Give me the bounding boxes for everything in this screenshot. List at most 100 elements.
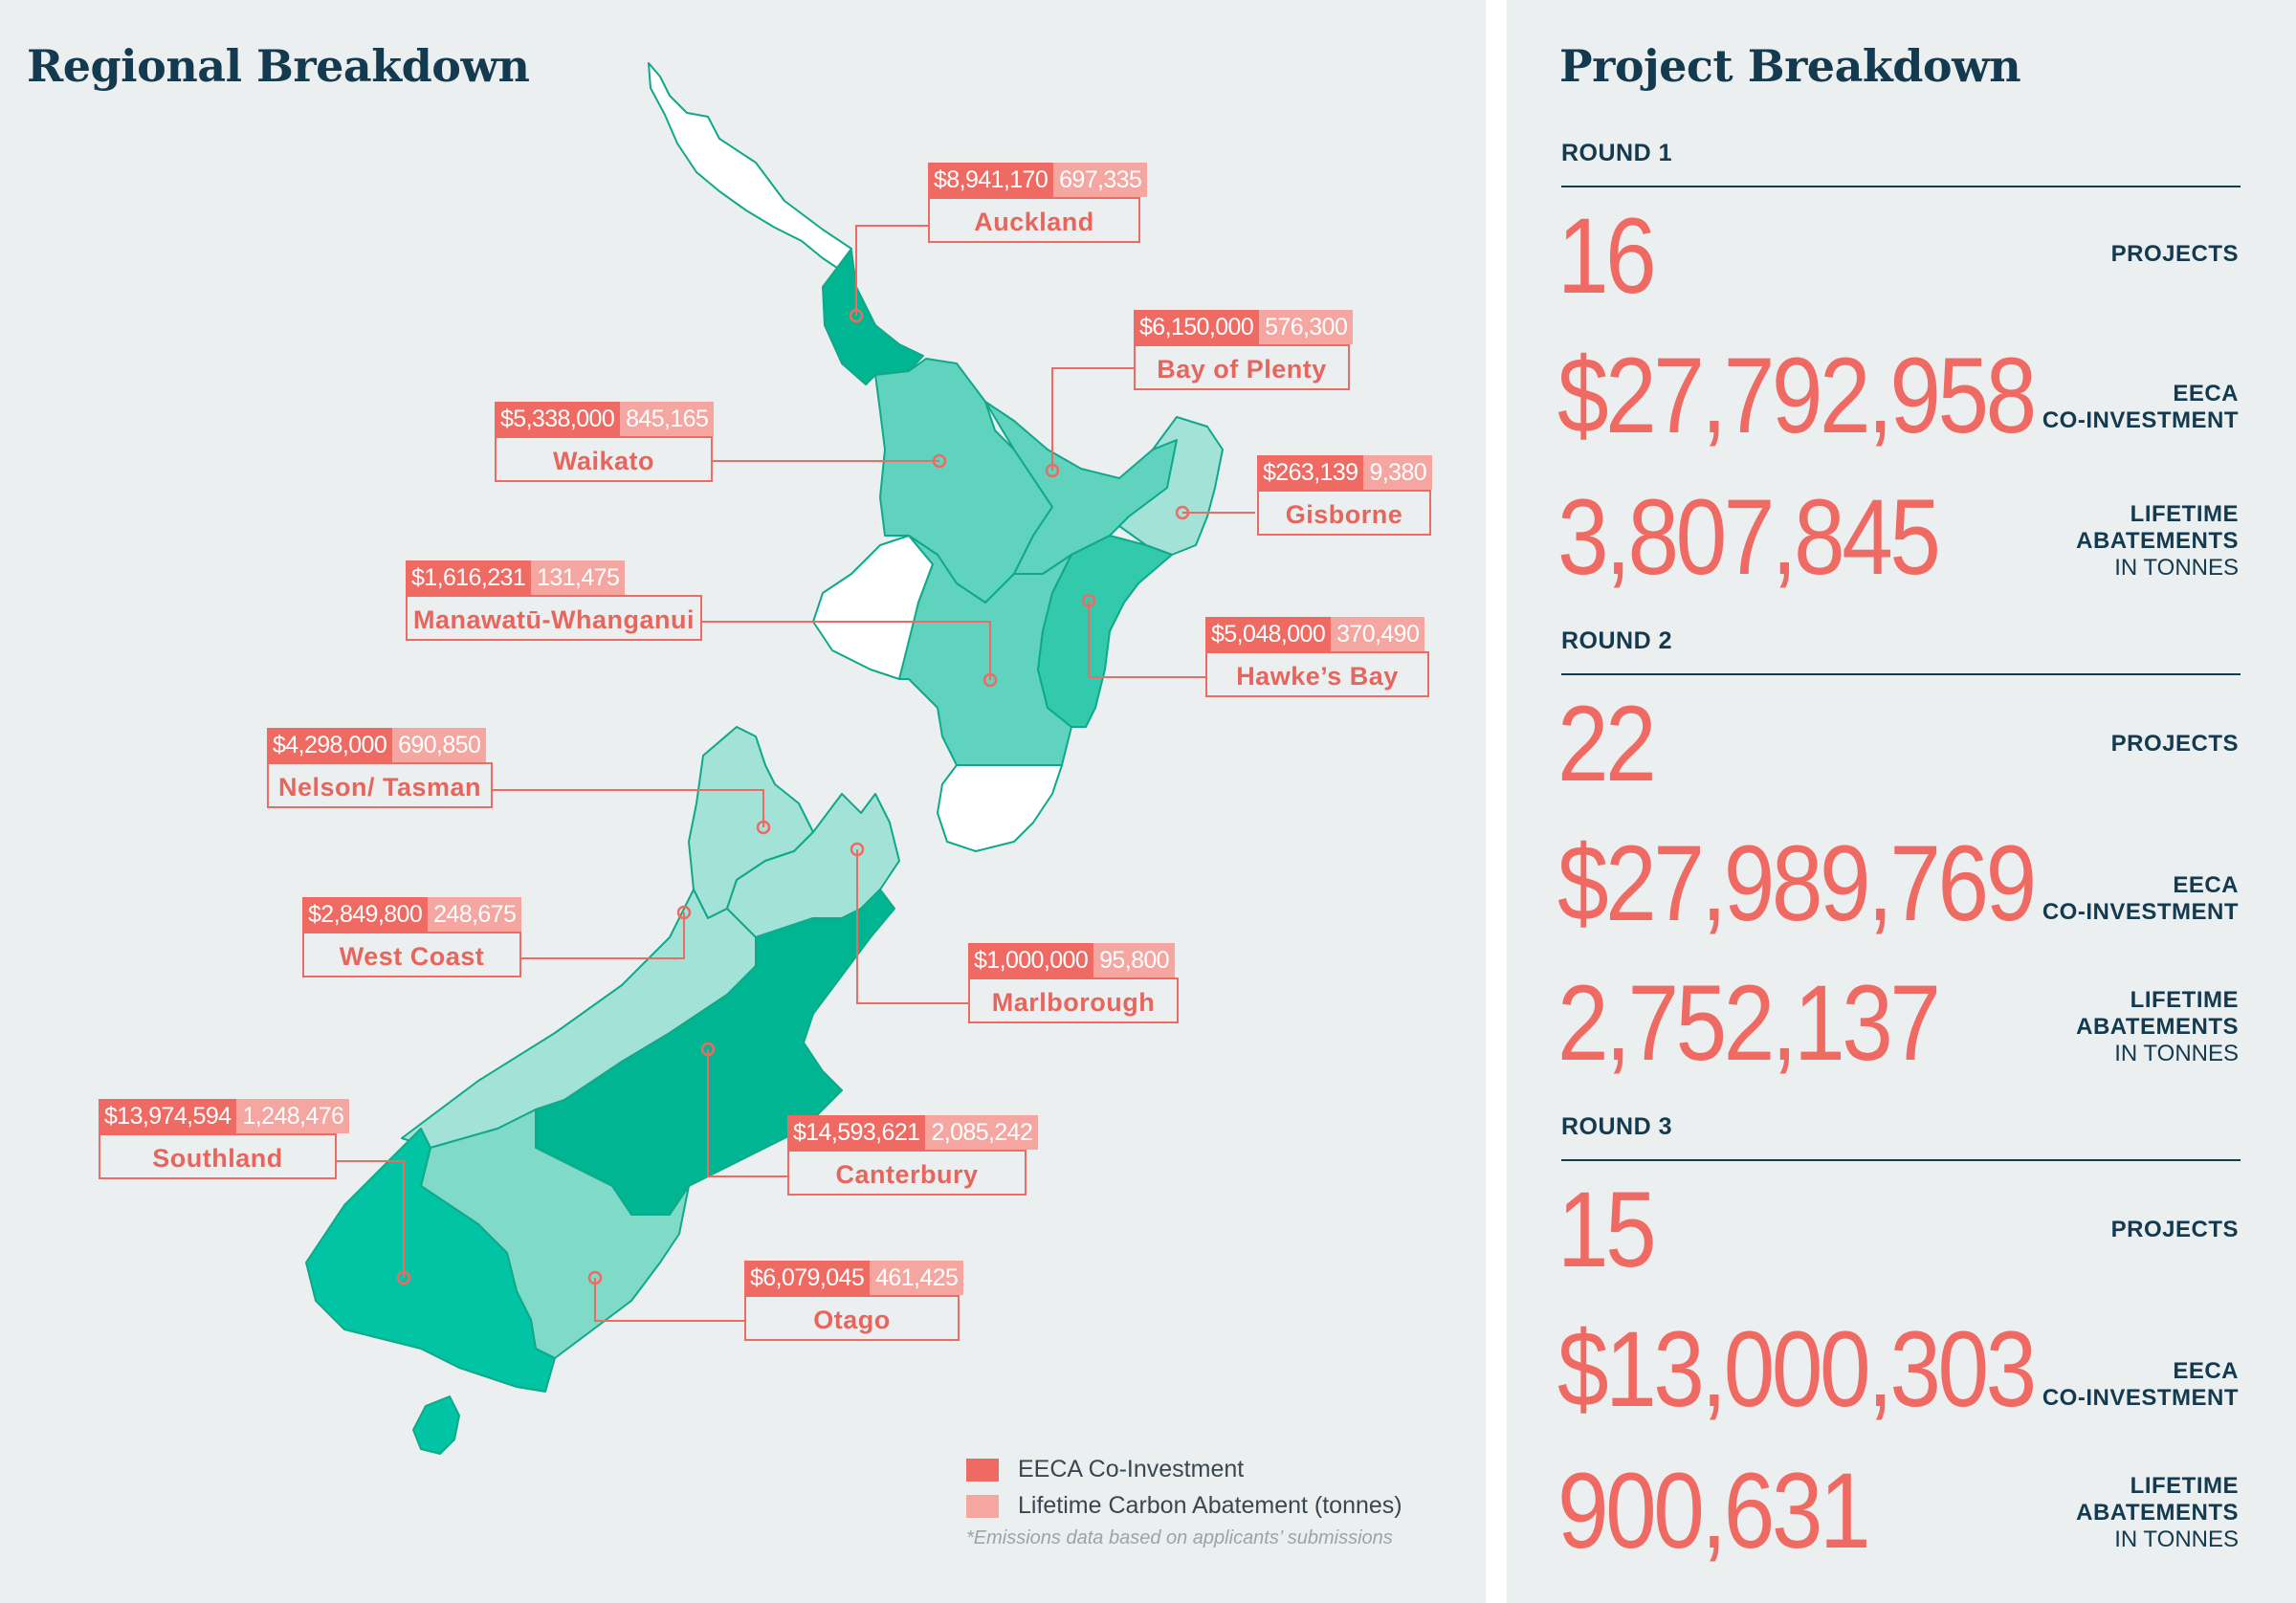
region-name: Otago (744, 1295, 960, 1341)
round-title: ROUND 1 (1561, 140, 1673, 166)
region-name: Southland (99, 1133, 337, 1179)
dot-gisborne (1175, 505, 1190, 520)
label-line: IN TONNES (2114, 1526, 2239, 1552)
dot-auckland (849, 308, 864, 323)
region-hawkes-bay[interactable] (1037, 535, 1173, 728)
label-line: EECA (2173, 1358, 2239, 1384)
legend-label: Lifetime Carbon Abatement (tonnes) (1018, 1492, 1402, 1519)
abatement-value: 370,490 (1331, 617, 1425, 651)
label-line: IN TONNES (2114, 555, 2239, 581)
investment-label: EECA CO-INVESTMENT (2042, 381, 2239, 434)
label-canterbury[interactable]: $14,593,621 2,085,242 Canterbury (787, 1115, 1039, 1196)
dot-hawkes-bay (1081, 593, 1096, 608)
region-name: Bay of Plenty (1134, 344, 1350, 390)
abatement-value: 131,475 (531, 560, 626, 595)
leader-manawatu (702, 621, 991, 680)
investment-value: $2,849,800 (302, 897, 429, 932)
label-otago[interactable]: $6,079,045 461,425 Otago (744, 1261, 964, 1341)
stewart-island (412, 1395, 460, 1455)
label-auckland[interactable]: $8,941,170 697,335 Auckland (928, 163, 1148, 243)
abatements-label: LIFETIME ABATEMENTS IN TONNES (2076, 987, 2239, 1067)
region-name: West Coast (302, 932, 521, 977)
abatements-label: LIFETIME ABATEMENTS IN TONNES (2076, 501, 2239, 582)
leader-marlborough (856, 849, 968, 1004)
investment-value: $1,616,231 (406, 560, 532, 595)
abatements-label: LIFETIME ABATEMENTS IN TONNES (2076, 1473, 2239, 1553)
dot-nelson (756, 820, 771, 835)
region-name: Canterbury (787, 1150, 1027, 1196)
leader-southland (337, 1160, 405, 1278)
label-line: CO-INVESTMENT (2042, 407, 2239, 433)
leader-west-coast (521, 912, 685, 959)
round-divider (1561, 186, 2241, 187)
emissions-note: *Emissions data based on applicants’ sub… (966, 1527, 1393, 1548)
region-name: Nelson/ Tasman (267, 762, 493, 808)
abatements-amount: 2,752,137 (1557, 963, 1941, 1083)
projects-label: PROJECTS (2111, 241, 2239, 268)
legend-investment: EECA Co-Investment (966, 1456, 1244, 1483)
dot-marlborough (850, 842, 865, 857)
label-waikato[interactable]: $5,338,000 845,165 Waikato (495, 402, 715, 482)
investment-amount: $27,792,958 (1557, 336, 2037, 455)
investment-label: EECA CO-INVESTMENT (2042, 1358, 2239, 1412)
leader-lines (337, 225, 1255, 1322)
label-manawatu-whanganui[interactable]: $1,616,231 131,475 Manawatū-Whanganui (406, 560, 702, 641)
label-line: PROJECTS (2110, 1217, 2239, 1242)
label-line: LIFETIME (2130, 501, 2239, 527)
label-bay-of-plenty[interactable]: $6,150,000 576,300 Bay of Plenty (1134, 310, 1354, 390)
leader-hawkes-bay (1088, 601, 1205, 678)
projects-label: PROJECTS (2111, 731, 2239, 758)
region-southland[interactable] (305, 1128, 556, 1393)
leader-bay-of-plenty (1051, 367, 1134, 471)
investment-amount: $13,000,303 (1557, 1309, 2037, 1429)
label-line: IN TONNES (2114, 1041, 2239, 1066)
abatement-value: 95,800 (1093, 943, 1175, 977)
dot-bay-of-plenty (1045, 463, 1060, 478)
region-gisborne[interactable] (1118, 416, 1224, 556)
region-canterbury[interactable] (535, 889, 895, 1216)
region-name: Gisborne (1257, 490, 1431, 536)
abatement-value: 9,380 (1363, 455, 1433, 490)
label-nelson-tasman[interactable]: $4,298,000 690,850 Nelson/ Tasman (267, 728, 493, 808)
leader-nelson (493, 789, 764, 827)
label-marlborough[interactable]: $1,000,000 95,800 Marlborough (968, 943, 1179, 1023)
abatement-value: 697,335 (1053, 163, 1148, 197)
label-line: CO-INVESTMENT (2042, 1385, 2239, 1411)
dot-otago (587, 1270, 603, 1285)
label-hawkes-bay[interactable]: $5,048,000 370,490 Hawke’s Bay (1205, 617, 1429, 697)
investment-label: EECA CO-INVESTMENT (2042, 872, 2239, 926)
label-line: ABATEMENTS (2076, 1500, 2239, 1526)
investment-value: $5,338,000 (495, 402, 621, 436)
project-title: Project Breakdown (1559, 40, 2021, 92)
nz-map (305, 62, 1255, 1455)
projects-count: 22 (1557, 684, 1657, 803)
abatement-value: 248,675 (428, 897, 522, 932)
investment-value: $13,974,594 (99, 1099, 237, 1133)
region-auckland[interactable] (822, 250, 924, 385)
label-line: LIFETIME (2130, 1473, 2239, 1499)
abatement-value: 2,085,242 (925, 1115, 1039, 1150)
round-divider (1561, 673, 2241, 675)
projects-label: PROJECTS (2111, 1217, 2239, 1243)
label-southland[interactable]: $13,974,594 1,248,476 Southland (99, 1099, 350, 1179)
label-line: EECA (2173, 381, 2239, 406)
legend-swatch-investment (966, 1458, 999, 1482)
label-west-coast[interactable]: $2,849,800 248,675 West Coast (302, 897, 522, 977)
investment-amount: $27,989,769 (1557, 823, 2037, 943)
abatement-value: 576,300 (1259, 310, 1354, 344)
abatement-value: 461,425 (870, 1261, 964, 1295)
legend-label: EECA Co-Investment (1018, 1456, 1245, 1482)
investment-value: $4,298,000 (267, 728, 393, 762)
dot-southland (396, 1270, 411, 1285)
investment-value: $8,941,170 (928, 163, 1054, 197)
abatements-amount: 3,807,845 (1557, 477, 1941, 597)
label-line: PROJECTS (2110, 241, 2239, 267)
leader-auckland (855, 225, 928, 316)
region-name: Auckland (928, 197, 1140, 243)
investment-value: $6,150,000 (1134, 310, 1260, 344)
project-panel (1507, 0, 2296, 1603)
investment-value: $263,139 (1257, 455, 1364, 490)
label-gisborne[interactable]: $263,139 9,380 Gisborne (1257, 455, 1433, 536)
label-line: CO-INVESTMENT (2042, 899, 2239, 925)
abatement-value: 1,248,476 (236, 1099, 350, 1133)
